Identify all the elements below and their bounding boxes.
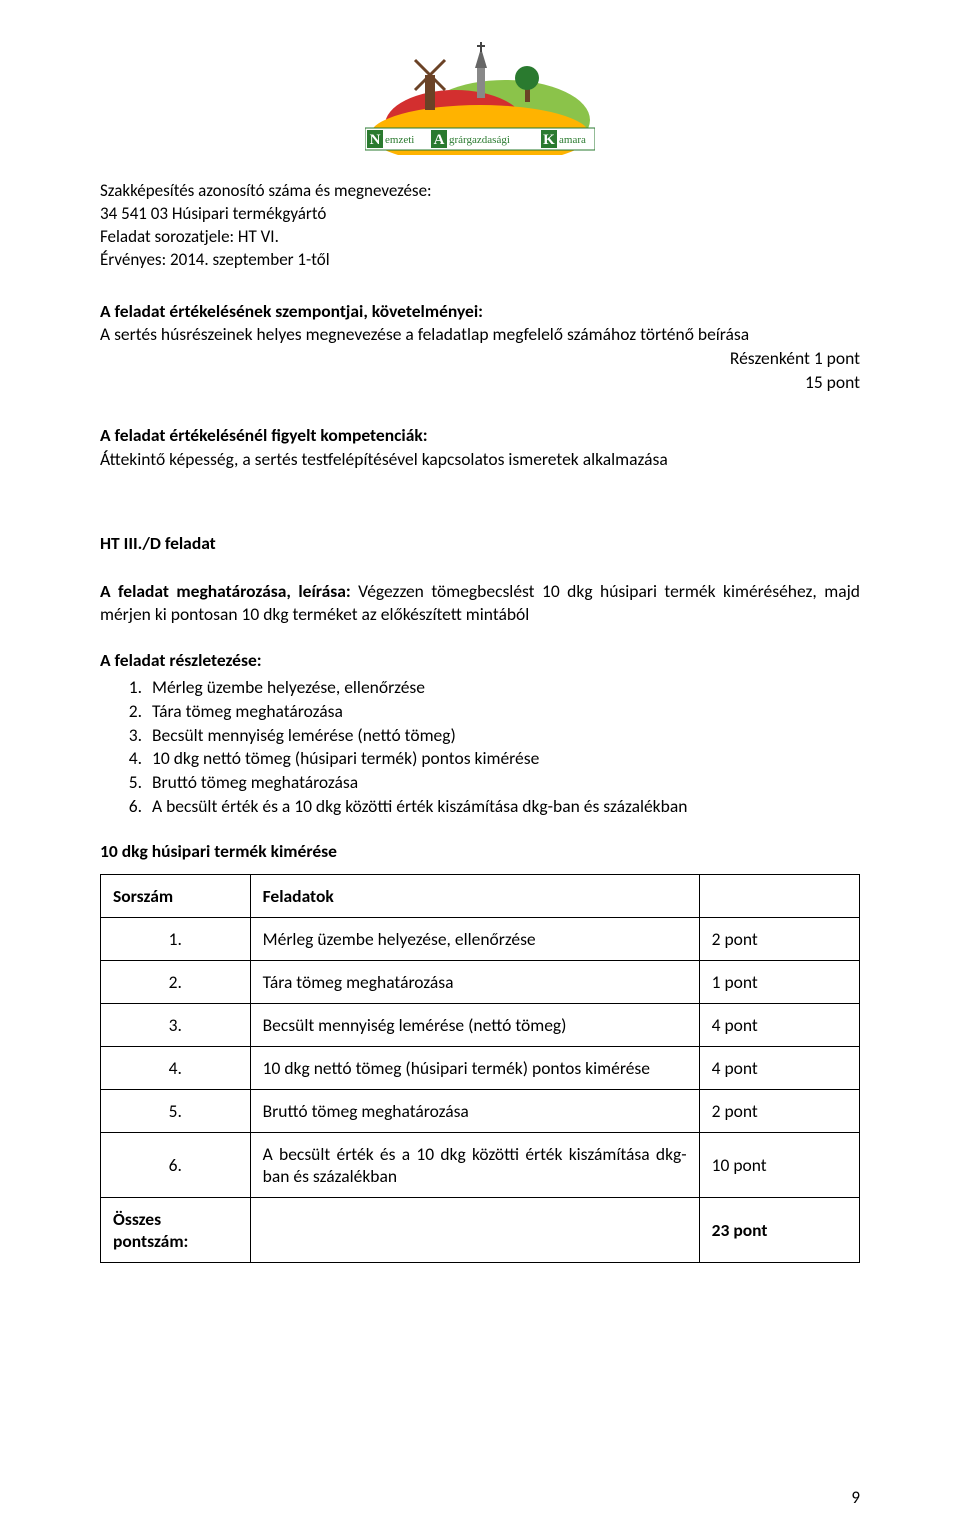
row-pts: 1 pont xyxy=(699,960,859,1003)
table-total-row: Összes pontszám: 23 pont xyxy=(101,1197,860,1262)
competencies-section: A feladat értékelésénél figyelt kompeten… xyxy=(100,424,860,471)
col-sorszam: Sorszám xyxy=(101,874,251,917)
row-num: 2. xyxy=(101,960,251,1003)
total-value: 23 pont xyxy=(699,1197,859,1262)
row-pts: 10 pont xyxy=(699,1132,859,1197)
task-detail-block: A feladat részletezése: Mérleg üzembe he… xyxy=(100,649,860,818)
row-num: 1. xyxy=(101,917,251,960)
svg-text:A: A xyxy=(434,132,445,148)
svg-text:grárgazdasági: grárgazdasági xyxy=(449,134,510,146)
row-desc: 10 dkg nettó tömeg (húsipari termék) pon… xyxy=(250,1046,699,1089)
col-feladatok: Feladatok xyxy=(250,874,699,917)
header-line-1: Szakképesítés azonosító száma és megneve… xyxy=(100,180,860,203)
task-detail-list: Mérleg üzembe helyezése, ellenőrzése Tár… xyxy=(100,676,860,818)
header-line-3: Feladat sorozatjele: HT VI. xyxy=(100,226,860,249)
org-logo: N emzeti A grárgazdasági K amara xyxy=(100,40,860,160)
table-row: 3. Becsült mennyiség lemérése (nettó töm… xyxy=(101,1003,860,1046)
list-item: 10 dkg nettó tömeg (húsipari termék) pon… xyxy=(146,747,860,771)
svg-text:amara: amara xyxy=(559,134,586,146)
eval-per-part: Részenként 1 pont xyxy=(100,347,860,371)
list-item: Bruttó tömeg meghatározása xyxy=(146,771,860,795)
table-header-row: Sorszám Feladatok xyxy=(101,874,860,917)
doc-header: Szakképesítés azonosító száma és megneve… xyxy=(100,180,860,272)
task-definition: A feladat meghatározása, leírása: Végezz… xyxy=(100,580,860,627)
table-row: 1. Mérleg üzembe helyezése, ellenőrzése … xyxy=(101,917,860,960)
row-num: 5. xyxy=(101,1089,251,1132)
document-page: N emzeti A grárgazdasági K amara Szakkép… xyxy=(0,0,960,1538)
table-row: 5. Bruttó tömeg meghatározása 2 pont xyxy=(101,1089,860,1132)
total-spacer xyxy=(250,1197,699,1262)
row-pts: 4 pont xyxy=(699,1046,859,1089)
table-title: 10 dkg húsipari termék kimérése xyxy=(100,840,860,864)
total-label: Összes pontszám: xyxy=(101,1197,251,1262)
row-desc: Bruttó tömeg meghatározása xyxy=(250,1089,699,1132)
header-line-4: Érvényes: 2014. szeptember 1-től xyxy=(100,249,860,272)
list-item: Mérleg üzembe helyezése, ellenőrzése xyxy=(146,676,860,700)
row-desc: Tára tömeg meghatározása xyxy=(250,960,699,1003)
eval-total: 15 pont xyxy=(100,371,860,395)
logo-svg: N emzeti A grárgazdasági K amara xyxy=(365,40,595,155)
points-table: Sorszám Feladatok 1. Mérleg üzembe helye… xyxy=(100,874,860,1263)
task-detail-label: A feladat részletezése: xyxy=(100,649,860,673)
row-desc: Mérleg üzembe helyezése, ellenőrzése xyxy=(250,917,699,960)
row-pts: 2 pont xyxy=(699,917,859,960)
row-num: 4. xyxy=(101,1046,251,1089)
competencies-body: Áttekintő képesség, a sertés testfelépít… xyxy=(100,448,860,472)
svg-text:K: K xyxy=(543,132,555,148)
table-row: 4. 10 dkg nettó tömeg (húsipari termék) … xyxy=(101,1046,860,1089)
row-desc: A becsült érték és a 10 dkg közötti érté… xyxy=(250,1132,699,1197)
eval-section: A feladat értékelésének szempontjai, köv… xyxy=(100,300,860,395)
row-num: 3. xyxy=(101,1003,251,1046)
row-desc: Becsült mennyiség lemérése (nettó tömeg) xyxy=(250,1003,699,1046)
task-section: HT III./D feladat A feladat meghatározás… xyxy=(100,532,860,1263)
row-pts: 2 pont xyxy=(699,1089,859,1132)
svg-text:N: N xyxy=(370,132,381,148)
task-id: HT III./D feladat xyxy=(100,532,860,554)
list-item: A becsült érték és a 10 dkg közötti érté… xyxy=(146,795,860,819)
row-pts: 4 pont xyxy=(699,1003,859,1046)
competencies-heading: A feladat értékelésénél figyelt kompeten… xyxy=(100,424,860,448)
row-num: 6. xyxy=(101,1132,251,1197)
eval-body: A sertés húsrészeinek helyes megnevezése… xyxy=(100,323,860,347)
col-points xyxy=(699,874,859,917)
list-item: Becsült mennyiség lemérése (nettó tömeg) xyxy=(146,724,860,748)
svg-text:emzeti: emzeti xyxy=(385,134,414,146)
table-row: 6. A becsült érték és a 10 dkg közötti é… xyxy=(101,1132,860,1197)
header-line-2: 34 541 03 Húsipari termékgyártó xyxy=(100,203,860,226)
eval-heading: A feladat értékelésének szempontjai, köv… xyxy=(100,300,860,324)
page-number: 9 xyxy=(851,1487,860,1508)
task-def-label: A feladat meghatározása, leírása: xyxy=(100,580,351,602)
table-row: 2. Tára tömeg meghatározása 1 pont xyxy=(101,960,860,1003)
list-item: Tára tömeg meghatározása xyxy=(146,700,860,724)
